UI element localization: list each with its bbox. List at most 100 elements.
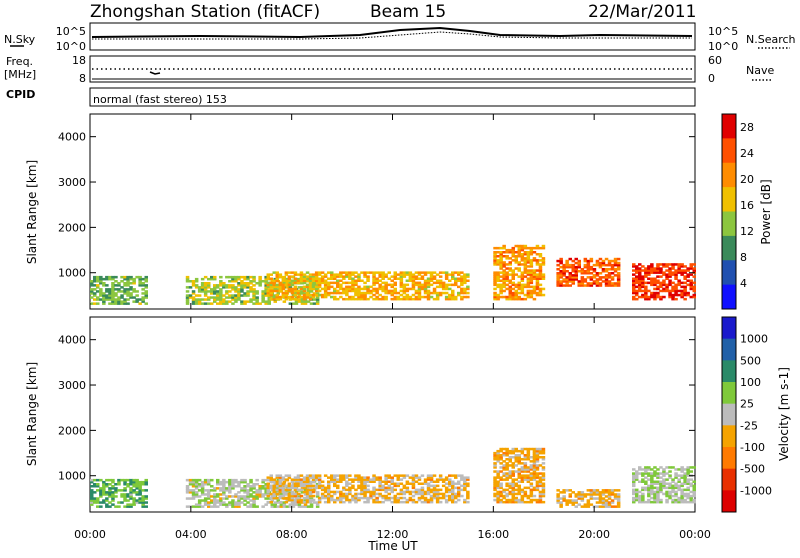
echo-cell xyxy=(111,284,115,287)
echo-cell xyxy=(320,287,325,291)
echo-cell xyxy=(117,483,121,486)
echo-cell xyxy=(264,483,268,486)
echo-cell xyxy=(336,285,340,289)
echo-cell xyxy=(683,265,687,268)
echo-cell xyxy=(141,497,145,500)
echo-cell xyxy=(225,300,229,303)
echo-cell xyxy=(674,500,678,504)
echo-cell xyxy=(351,287,355,291)
echo-cell xyxy=(278,295,283,299)
echo-cell xyxy=(496,480,500,483)
echo-cell xyxy=(454,474,458,477)
echo-cell xyxy=(613,274,618,277)
echo-cell xyxy=(234,485,238,488)
echo-cell xyxy=(393,291,397,295)
echo-cell xyxy=(653,271,657,274)
echo-cell xyxy=(266,500,270,504)
echo-cell xyxy=(680,269,684,272)
echo-cell xyxy=(111,503,115,506)
echo-cell xyxy=(499,261,503,264)
echo-cell xyxy=(272,283,276,287)
echo-cell xyxy=(351,295,355,299)
echo-cell xyxy=(511,496,515,500)
echo-cell xyxy=(586,493,591,496)
echo-cell xyxy=(305,480,310,483)
echo-cell xyxy=(671,297,675,301)
echo-cell xyxy=(556,278,560,281)
echo-cell xyxy=(508,251,512,254)
echo-cell xyxy=(375,291,379,295)
echo-cell xyxy=(514,293,518,297)
freq-label: Freq. xyxy=(6,55,33,68)
echo-cell xyxy=(432,275,437,278)
echo-cell xyxy=(511,480,515,483)
echo-cell xyxy=(511,488,515,492)
echo-cell xyxy=(111,497,115,500)
echo-cell xyxy=(647,488,651,492)
echo-cell xyxy=(323,273,328,276)
echo-cell xyxy=(108,505,112,508)
echo-cell xyxy=(333,281,337,285)
echo-cell xyxy=(677,468,681,471)
echo-cell xyxy=(320,496,325,500)
echo-cell xyxy=(426,291,431,295)
echo-cell xyxy=(203,489,208,492)
echo-cell xyxy=(641,468,645,471)
echo-cell xyxy=(333,287,337,291)
echo-cell xyxy=(659,275,663,278)
echo-cell xyxy=(632,277,636,280)
echo-cell xyxy=(607,505,612,508)
echo-cell xyxy=(387,486,391,490)
echo-cell xyxy=(207,290,211,293)
echo-cell xyxy=(243,487,247,490)
echo-cell xyxy=(293,498,298,502)
echo-cell xyxy=(499,295,503,299)
echo-cell xyxy=(493,456,497,459)
echo-cell xyxy=(272,488,276,492)
echo-cell xyxy=(366,289,370,293)
echo-cell xyxy=(529,271,534,274)
colorbar-segment xyxy=(722,114,736,139)
echo-cell xyxy=(493,486,497,490)
echo-cell xyxy=(269,291,273,295)
echo-cell xyxy=(635,474,639,477)
echo-cell xyxy=(674,468,678,471)
echo-cell xyxy=(308,289,313,293)
echo-cell xyxy=(411,279,416,282)
echo-cell xyxy=(243,491,247,494)
echo-cell xyxy=(369,271,373,274)
echo-cell xyxy=(423,500,428,504)
echo-cell xyxy=(438,271,443,274)
echo-cell xyxy=(460,281,464,285)
echo-cell xyxy=(505,263,509,266)
echo-cell xyxy=(680,484,684,488)
echo-cell xyxy=(284,291,289,295)
echo-cell xyxy=(502,265,506,268)
echo-cell xyxy=(222,284,226,287)
echo-cell xyxy=(123,290,127,293)
echo-cell xyxy=(90,501,94,504)
echo-cell xyxy=(423,273,428,276)
echo-cell xyxy=(249,300,253,303)
echo-cell xyxy=(662,295,666,299)
echo-cell xyxy=(429,494,434,498)
echo-cell xyxy=(132,300,136,303)
echo-cell xyxy=(269,476,273,479)
echo-cell xyxy=(604,284,609,287)
echo-cell xyxy=(339,279,343,282)
echo-cell xyxy=(185,478,190,482)
echo-cell xyxy=(294,503,299,506)
echo-cell xyxy=(351,273,355,276)
echo-cell xyxy=(299,488,304,492)
echo-cell xyxy=(508,492,512,496)
echo-cell xyxy=(523,456,528,459)
echo-cell xyxy=(266,490,270,494)
echo-cell xyxy=(117,501,121,504)
echo-cell xyxy=(656,488,660,492)
echo-cell xyxy=(258,487,262,490)
echo-cell xyxy=(135,487,139,490)
echo-cell xyxy=(287,498,292,502)
echo-cell xyxy=(659,289,663,293)
echo-cell xyxy=(568,280,572,283)
echo-cell xyxy=(348,488,352,492)
